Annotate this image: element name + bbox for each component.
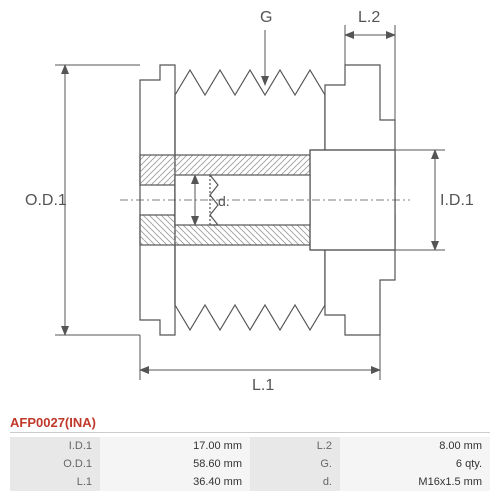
label-l2: L.2	[358, 9, 380, 26]
label-l1: L.1	[252, 377, 274, 394]
spec-key: O.D.1	[10, 455, 100, 473]
spec-table-area: AFP0027(INA) I.D.1 17.00 mm L.2 8.00 mm …	[10, 415, 490, 491]
label-d: d.	[218, 193, 230, 209]
spec-val: M16x1.5 mm	[340, 473, 490, 491]
diagram-area: O.D.1 I.D.1 L.1 L.2 G d.	[0, 0, 500, 410]
spec-key: I.D.1	[10, 437, 100, 455]
spec-key: G.	[250, 455, 340, 473]
spec-key: L.2	[250, 437, 340, 455]
spec-key: d.	[250, 473, 340, 491]
label-od1: O.D.1	[25, 192, 67, 209]
table-row: L.1 36.40 mm d. M16x1.5 mm	[10, 473, 490, 491]
spec-val: 36.40 mm	[100, 473, 250, 491]
spec-val: 6 qty.	[340, 455, 490, 473]
spec-table: I.D.1 17.00 mm L.2 8.00 mm O.D.1 58.60 m…	[10, 437, 490, 491]
label-g: G	[260, 9, 272, 26]
spec-val: 8.00 mm	[340, 437, 490, 455]
label-id1: I.D.1	[440, 192, 474, 209]
table-row: O.D.1 58.60 mm G. 6 qty.	[10, 455, 490, 473]
table-row: I.D.1 17.00 mm L.2 8.00 mm	[10, 437, 490, 455]
part-number: AFP0027(INA)	[10, 415, 490, 433]
spec-val: 58.60 mm	[100, 455, 250, 473]
spec-key: L.1	[10, 473, 100, 491]
spec-val: 17.00 mm	[100, 437, 250, 455]
